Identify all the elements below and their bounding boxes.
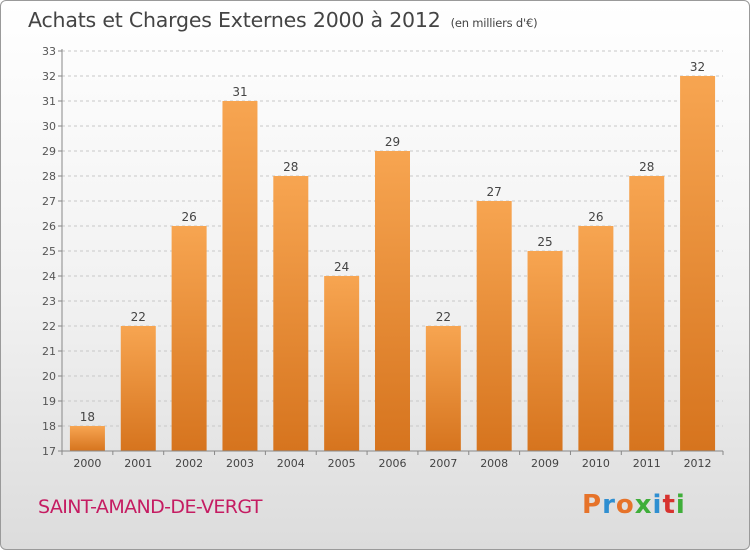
bar-2012	[680, 76, 716, 451]
chart-title: Achats et Charges Externes 2000 à 2012 (e…	[28, 8, 538, 32]
chart-subtitle: (en milliers d'€)	[450, 16, 538, 30]
x-tick-label-2008: 2008	[480, 457, 508, 470]
axes: 17 18 19 20 21 22 23 24 25 26 27 28 29 30 31 32 33 2000 20…	[42, 45, 724, 470]
y-tick-label: 21	[42, 345, 56, 358]
brand-letter: i	[675, 490, 686, 520]
value-label-2004: 28	[283, 160, 298, 174]
data-labels: 18 22 26 31 28 24 29 22 27 25 26 28 32	[80, 60, 705, 424]
y-tick-label: 27	[42, 195, 56, 208]
y-tick-label: 17	[42, 445, 56, 458]
y-tick-label: 28	[42, 170, 56, 183]
y-tick-label: 26	[42, 220, 56, 233]
bars	[69, 76, 716, 451]
bar-2006	[375, 151, 410, 451]
proxiti-logo[interactable]: Proxiti	[582, 490, 686, 520]
brand-letter: t	[662, 490, 676, 520]
bar-2005	[324, 276, 360, 451]
x-tick-label-2010: 2010	[582, 457, 610, 470]
value-label-2003: 31	[232, 85, 247, 99]
y-tick-label: 24	[42, 270, 56, 283]
x-tick-label-2007: 2007	[429, 457, 457, 470]
y-tick-label: 29	[42, 145, 56, 158]
value-label-2000: 18	[80, 410, 95, 424]
bar-2002	[171, 226, 207, 451]
brand-letter: o	[615, 490, 635, 520]
brand-letter: P	[582, 490, 603, 520]
y-tick-label: 31	[42, 95, 56, 108]
bar-2001	[120, 326, 156, 451]
x-tick-label-2006: 2006	[379, 457, 407, 470]
value-label-2002: 26	[181, 210, 196, 224]
bar-2004	[273, 176, 309, 451]
value-label-2009: 25	[537, 235, 552, 249]
y-tick-label: 23	[42, 295, 56, 308]
x-tick-label-2000: 2000	[73, 457, 101, 470]
x-tick-label-2012: 2012	[684, 457, 712, 470]
value-label-2007: 22	[436, 310, 451, 324]
value-label-2001: 22	[131, 310, 146, 324]
bar-2010	[578, 226, 614, 451]
y-tick-label: 33	[42, 45, 56, 58]
commune-name: SAINT-AMAND-DE-VERGT	[38, 496, 262, 518]
value-label-2011: 28	[639, 160, 654, 174]
bar-2011	[629, 176, 665, 451]
value-label-2008: 27	[487, 185, 502, 199]
y-tick-label: 32	[42, 70, 56, 83]
value-label-2005: 24	[334, 260, 349, 274]
bar-2007	[425, 326, 461, 451]
x-tick-label-2003: 2003	[226, 457, 254, 470]
x-tick-label-2004: 2004	[277, 457, 305, 470]
brand-letter: i	[652, 490, 663, 520]
bar-2009	[527, 251, 563, 451]
value-label-2012: 32	[690, 60, 705, 74]
y-tick-label: 20	[42, 370, 56, 383]
y-tick-label: 19	[42, 395, 56, 408]
x-tick-label-2009: 2009	[531, 457, 559, 470]
chart-title-text: Achats et Charges Externes 2000 à 2012	[28, 8, 441, 32]
brand-letter: r	[602, 490, 616, 520]
x-tick-label-2011: 2011	[633, 457, 661, 470]
bar-2000	[69, 426, 105, 451]
x-tick-label-2001: 2001	[124, 457, 152, 470]
y-tick-label: 18	[42, 420, 56, 433]
brand-letter: x	[634, 490, 653, 520]
value-label-2010: 26	[588, 210, 603, 224]
y-tick-label: 25	[42, 245, 56, 258]
x-tick-label-2005: 2005	[328, 457, 356, 470]
bar-2003	[222, 101, 258, 451]
x-tick-label-2002: 2002	[175, 457, 203, 470]
value-label-2006: 29	[385, 135, 400, 149]
bar-2008	[476, 201, 512, 451]
y-tick-label: 30	[42, 120, 56, 133]
y-tick-label: 22	[42, 320, 56, 333]
